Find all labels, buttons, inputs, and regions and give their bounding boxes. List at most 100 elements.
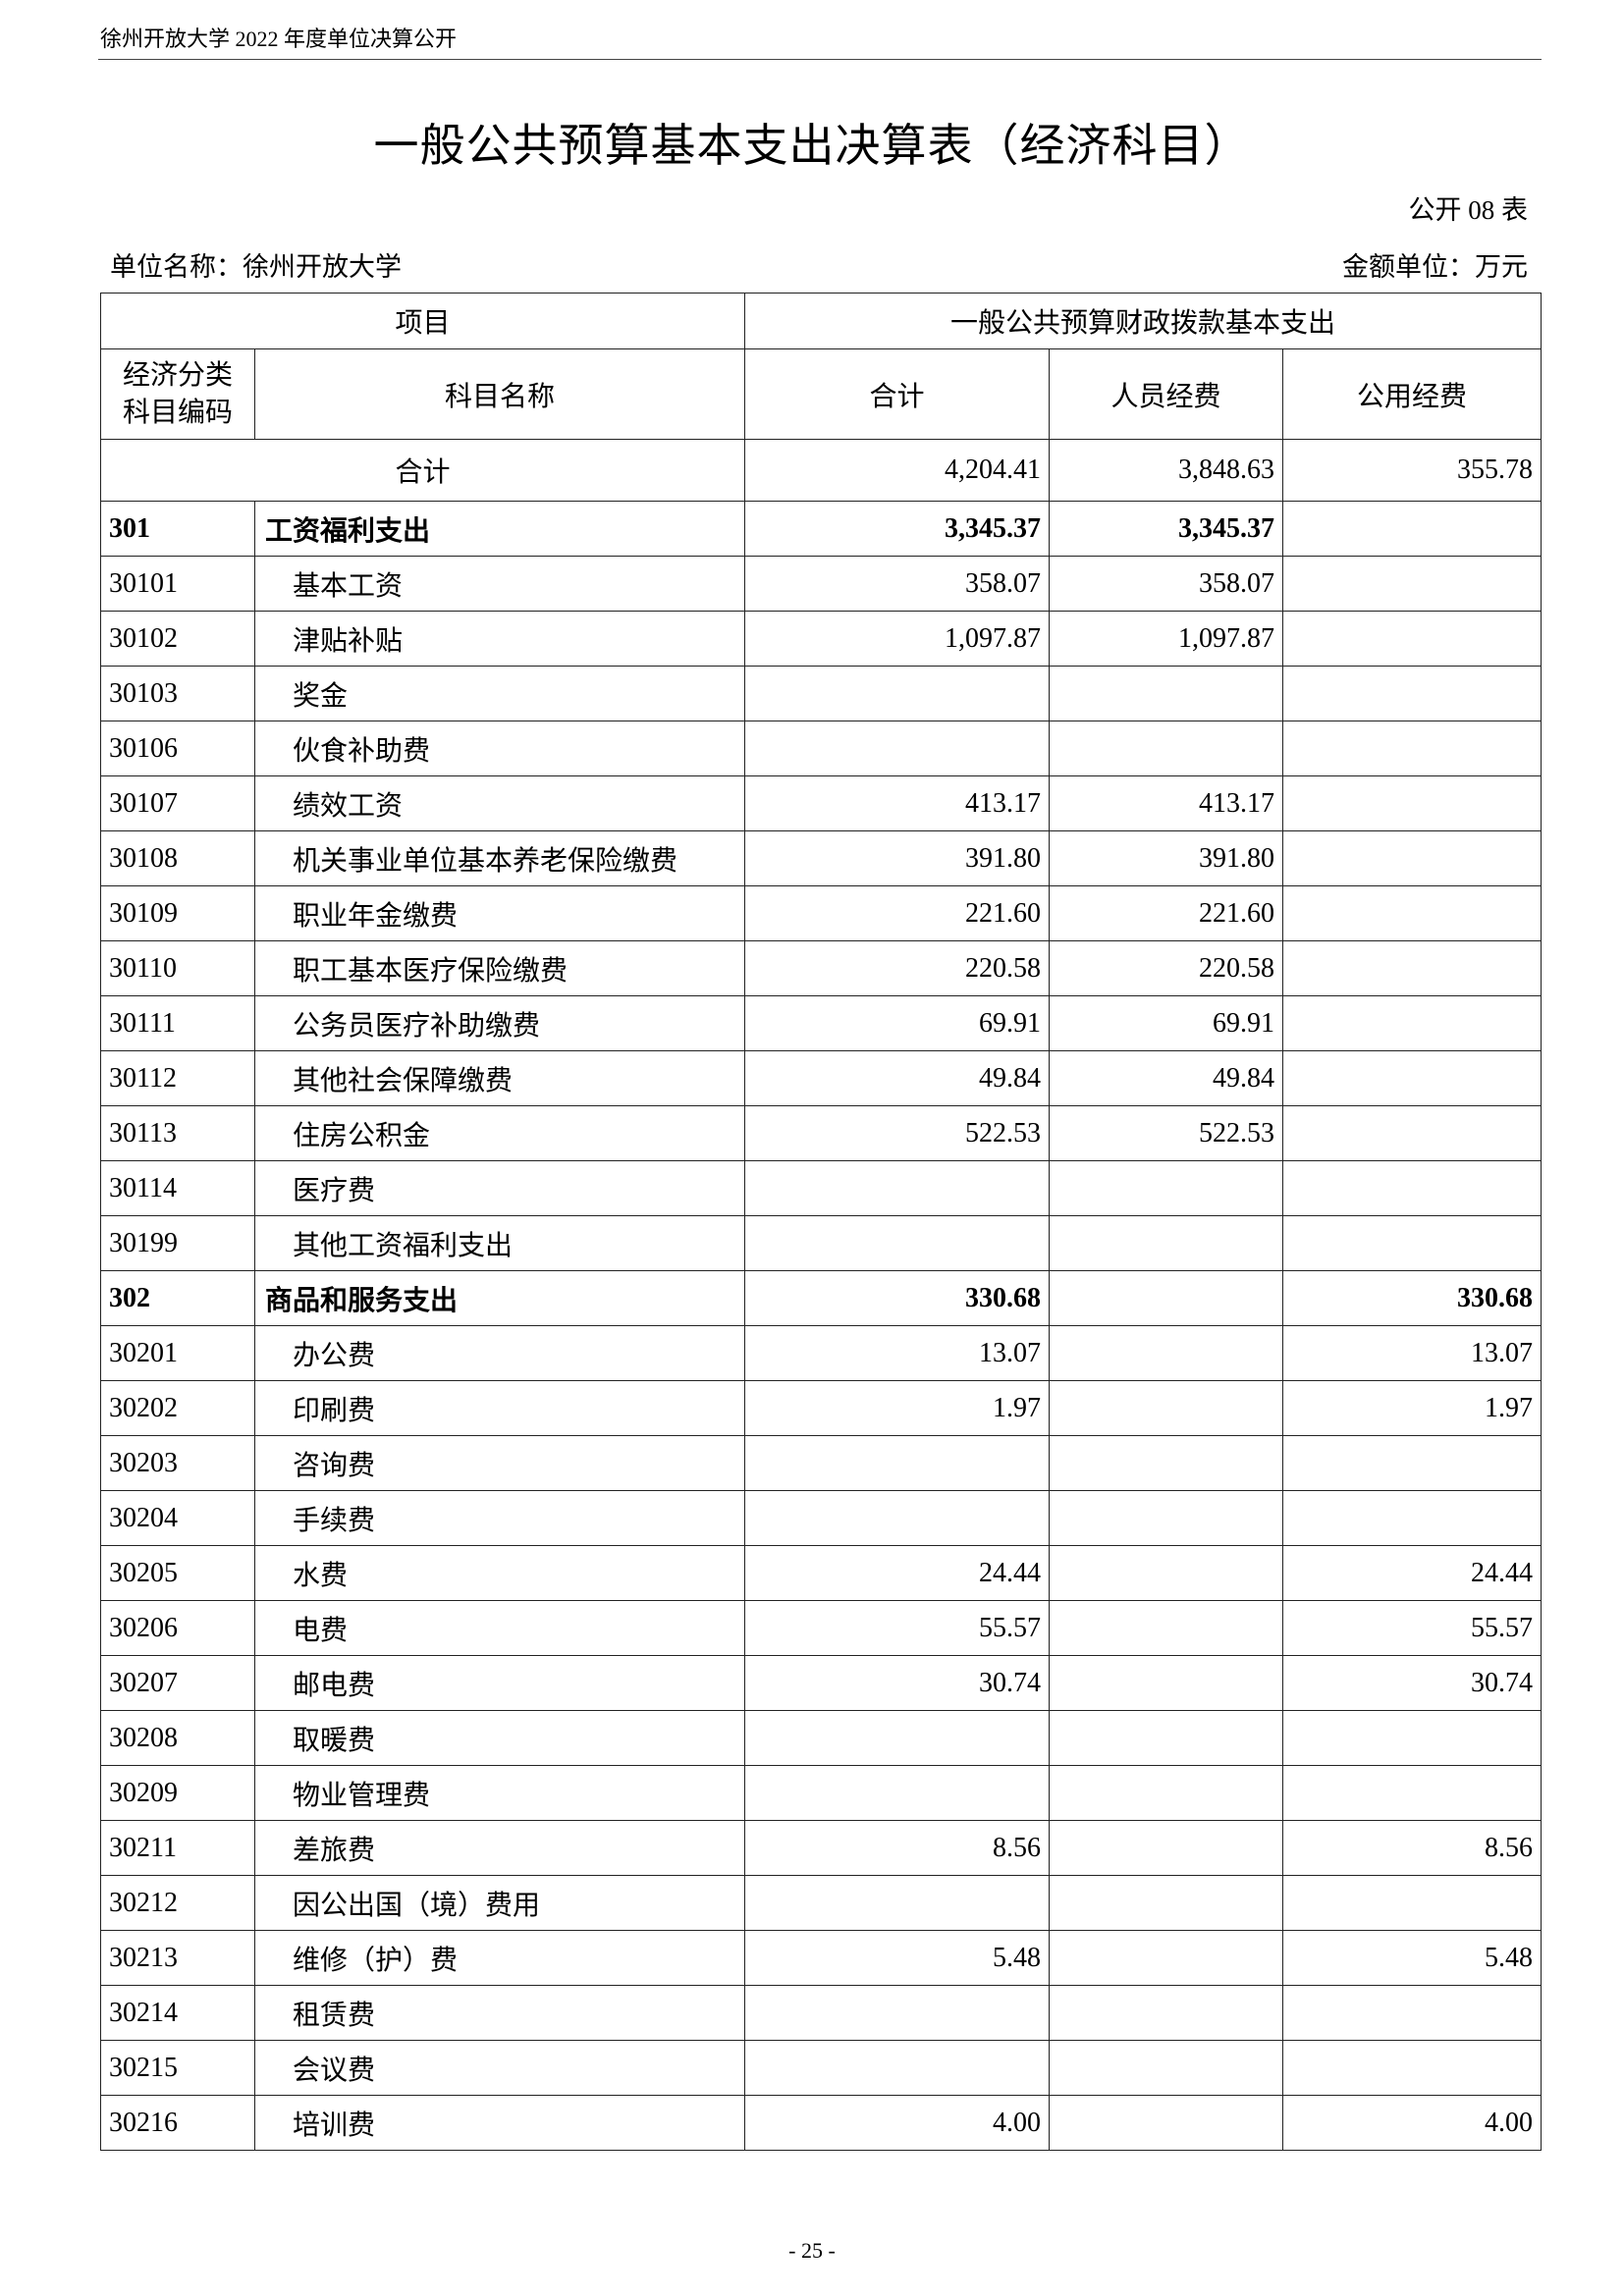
row-public: 24.44 (1282, 1545, 1543, 1601)
row-total (744, 666, 1051, 721)
row-name: 会议费 (253, 2040, 746, 2096)
header-total: 合计 (744, 348, 1051, 440)
row-total: 391.80 (744, 830, 1051, 886)
table-row: 30199 其他工资福利支出 (100, 1215, 1543, 1271)
row-code: 30103 (100, 666, 255, 721)
row-public (1282, 1490, 1543, 1546)
table-row: 30114 医疗费 (100, 1160, 1543, 1216)
row-code: 30211 (100, 1820, 255, 1876)
row-name: 绩效工资 (253, 775, 746, 831)
row-code: 302 (100, 1270, 255, 1326)
header-public: 公用经费 (1282, 348, 1543, 440)
row-total: 55.57 (744, 1600, 1051, 1656)
header-group: 一般公共预算财政拨款基本支出 (744, 293, 1543, 349)
row-total: 49.84 (744, 1050, 1051, 1106)
row-personnel: 69.91 (1049, 995, 1284, 1051)
row-code: 30206 (100, 1600, 255, 1656)
row-personnel (1049, 1820, 1284, 1876)
header-name: 科目名称 (253, 348, 746, 440)
row-total: 220.58 (744, 940, 1051, 996)
row-name: 工资福利支出 (253, 501, 746, 557)
expenditure-table: 项目 一般公共预算财政拨款基本支出 经济分类 科目编码 科目名称 合计 人员经费 … (99, 293, 1543, 2151)
row-name: 津贴补贴 (253, 611, 746, 667)
row-personnel (1049, 2040, 1284, 2096)
table-row: 30106 伙食补助费 (100, 721, 1543, 776)
row-total (744, 1765, 1051, 1821)
row-total (744, 721, 1051, 776)
table-row: 30214 租赁费 (100, 1985, 1543, 2041)
total-total: 4,204.41 (744, 439, 1051, 502)
row-code: 30216 (100, 2095, 255, 2151)
total-label: 合计 (99, 439, 746, 502)
row-name: 职工基本医疗保险缴费 (253, 940, 746, 996)
row-total: 13.07 (744, 1325, 1051, 1381)
row-personnel (1049, 1600, 1284, 1656)
table-row: 30203 咨询费 (100, 1435, 1543, 1491)
table-row: 30109 职业年金缴费 221.60 221.60 (100, 885, 1543, 941)
table-row: 302 商品和服务支出 330.68 330.68 (100, 1270, 1543, 1326)
row-total (744, 1160, 1051, 1216)
header-personnel: 人员经费 (1049, 348, 1284, 440)
row-public (1282, 830, 1543, 886)
header-code: 经济分类 科目编码 (100, 348, 255, 440)
running-header: 徐州开放大学 2022 年度单位决算公开 (100, 27, 458, 51)
row-name: 咨询费 (253, 1435, 746, 1491)
table-row: 30103 奖金 (100, 666, 1543, 721)
row-public (1282, 940, 1543, 996)
row-name: 伙食补助费 (253, 721, 746, 776)
row-name: 因公出国（境）费用 (253, 1875, 746, 1931)
row-personnel: 3,345.37 (1049, 501, 1284, 557)
row-code: 30209 (100, 1765, 255, 1821)
row-public (1282, 1710, 1543, 1766)
table-row: 30102 津贴补贴 1,097.87 1,097.87 (100, 611, 1543, 667)
total-public: 355.78 (1282, 439, 1543, 502)
row-code: 30110 (100, 940, 255, 996)
row-public: 13.07 (1282, 1325, 1543, 1381)
row-code: 30107 (100, 775, 255, 831)
row-name: 邮电费 (253, 1655, 746, 1711)
row-total: 522.53 (744, 1105, 1051, 1161)
row-name: 其他社会保障缴费 (253, 1050, 746, 1106)
page-title: 一般公共预算基本支出决算表（经济科目） (373, 121, 1251, 171)
row-total: 358.07 (744, 556, 1051, 612)
table-row: 30211 差旅费 8.56 8.56 (100, 1820, 1543, 1876)
row-total: 330.68 (744, 1270, 1051, 1326)
row-public: 30.74 (1282, 1655, 1543, 1711)
row-code: 30213 (100, 1930, 255, 1986)
row-code: 30108 (100, 830, 255, 886)
table-row: 30209 物业管理费 (100, 1765, 1543, 1821)
row-personnel (1049, 1325, 1284, 1381)
row-name: 机关事业单位基本养老保险缴费 (253, 830, 746, 886)
row-code: 30204 (100, 1490, 255, 1546)
row-code: 30111 (100, 995, 255, 1051)
row-personnel (1049, 666, 1284, 721)
header-code-line1: 经济分类 (122, 359, 233, 391)
row-name: 手续费 (253, 1490, 746, 1546)
row-personnel: 391.80 (1049, 830, 1284, 886)
table-row: 30111 公务员医疗补助缴费 69.91 69.91 (100, 995, 1543, 1051)
row-personnel: 358.07 (1049, 556, 1284, 612)
row-personnel (1049, 1765, 1284, 1821)
row-personnel (1049, 1985, 1284, 2041)
header-code-line2: 科目编码 (122, 397, 233, 428)
row-code: 30112 (100, 1050, 255, 1106)
row-personnel (1049, 1160, 1284, 1216)
row-personnel (1049, 1655, 1284, 1711)
table-row: 30204 手续费 (100, 1490, 1543, 1546)
row-personnel: 413.17 (1049, 775, 1284, 831)
row-public: 330.68 (1282, 1270, 1543, 1326)
row-code: 30214 (100, 1985, 255, 2041)
row-code: 30212 (100, 1875, 255, 1931)
table-row: 30212 因公出国（境）费用 (100, 1875, 1543, 1931)
row-name: 医疗费 (253, 1160, 746, 1216)
row-code: 30101 (100, 556, 255, 612)
row-name: 公务员医疗补助缴费 (253, 995, 746, 1051)
table-row: 30207 邮电费 30.74 30.74 (100, 1655, 1543, 1711)
row-personnel (1049, 721, 1284, 776)
row-name: 奖金 (253, 666, 746, 721)
row-public: 55.57 (1282, 1600, 1543, 1656)
table-row: 30202 印刷费 1.97 1.97 (100, 1380, 1543, 1436)
row-total: 30.74 (744, 1655, 1051, 1711)
row-code: 30109 (100, 885, 255, 941)
row-total (744, 1710, 1051, 1766)
